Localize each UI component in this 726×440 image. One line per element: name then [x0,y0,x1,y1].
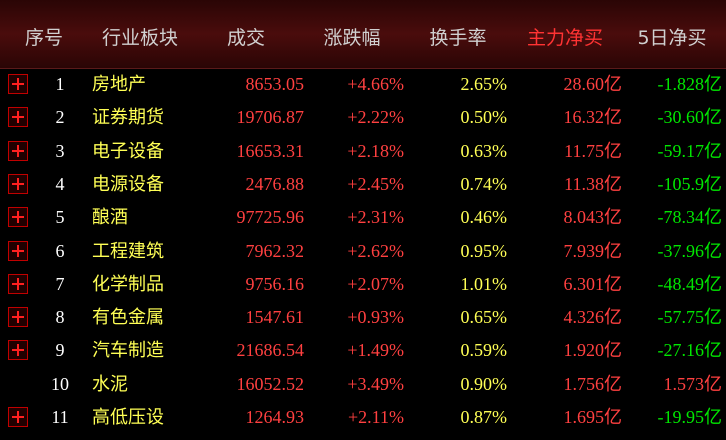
five-day-net-buy: -48.49亿 [657,273,723,294]
turnover: 2.65% [460,74,508,94]
expand-button[interactable] [8,207,28,228]
main-net-buy: 16.32亿 [563,107,623,128]
five-day-net-buy: -59.17亿 [657,140,723,161]
change: +2.22% [347,107,404,128]
change: +2.31% [347,207,404,228]
volume: 8653.05 [245,74,305,94]
volume: 21686.54 [236,340,305,361]
change: +2.45% [347,173,404,194]
volume: 16052.52 [236,373,305,394]
five-day-net-buy: -78.34亿 [657,207,723,228]
table-header [0,0,726,69]
sector: 房地产 [92,74,146,94]
sector: 工程建筑 [92,240,164,261]
change: +2.18% [347,140,404,161]
expand-button[interactable] [8,240,28,261]
change: +2.62% [347,240,404,261]
index: 9 [55,340,65,361]
five-day-net-buy: -30.60亿 [657,107,723,128]
header-sector: 行业板块 [101,27,178,49]
main-net-buy: 1.756亿 [563,373,623,394]
turnover: 0.59% [460,340,508,361]
five-day-net-buy: 1.573亿 [663,373,723,394]
main-net-buy: 4.326亿 [563,307,623,328]
index: 2 [55,107,65,128]
index: 4 [55,173,65,194]
five-day-net-buy: -37.96亿 [657,240,723,261]
turnover: 0.95% [460,240,508,261]
five-day-net-buy: -105.9亿 [657,173,723,194]
index: 6 [55,240,65,261]
volume: 9756.16 [245,273,305,294]
main-net-buy: 28.60亿 [563,74,623,94]
expand-button[interactable] [8,407,28,427]
main-net-buy: 8.043亿 [563,207,623,228]
expand-button[interactable] [8,273,28,294]
header-turnover: 换手率 [429,27,487,49]
change: +3.49% [347,373,404,394]
sector: 水泥 [92,373,128,394]
change: +1.49% [347,340,404,361]
turnover: 0.65% [460,307,508,328]
volume: 19706.87 [236,107,305,128]
sector: 化学制品 [92,273,164,294]
volume: 1547.61 [245,307,305,328]
index: 7 [55,273,65,294]
turnover: 0.50% [460,107,508,128]
index: 8 [55,307,65,328]
volume: 7962.32 [245,240,305,261]
index: 3 [55,140,65,161]
sector: 高低压设 [92,407,164,427]
expand-button[interactable] [8,140,28,161]
change: +2.07% [347,273,404,294]
main-net-buy: 11.38亿 [564,173,622,194]
five-day-net-buy: -19.95亿 [657,407,723,427]
main-net-buy: 6.301亿 [563,273,623,294]
sector: 电源设备 [92,173,164,194]
header-main-net-buy: 主力净买 [526,27,603,49]
turnover: 0.46% [460,207,508,228]
index: 5 [55,207,65,228]
expand-button[interactable] [8,340,28,361]
main-net-buy: 7.939亿 [563,240,623,261]
index: 11 [51,407,69,427]
change: +4.66% [347,74,404,94]
expand-button[interactable] [8,107,28,128]
sector: 汽车制造 [92,340,164,361]
turnover: 1.01% [460,273,508,294]
turnover: 0.63% [460,140,508,161]
five-day-net-buy: -27.16亿 [657,340,723,361]
sector: 电子设备 [92,140,164,161]
main-net-buy: 1.920亿 [563,340,623,361]
sector: 酿酒 [92,207,128,228]
main-net-buy: 11.75亿 [564,140,622,161]
index: 10 [51,373,69,394]
change: +0.93% [347,307,404,328]
header-index: 序号 [24,27,63,49]
turnover: 0.74% [460,173,508,194]
volume: 1264.93 [245,407,305,427]
header-change: 涨跌幅 [323,27,381,49]
volume: 16653.31 [236,140,305,161]
header-five-day-net-buy: 5日净买 [637,27,707,49]
main-net-buy: 1.695亿 [563,407,623,427]
volume: 97725.96 [236,207,305,228]
five-day-net-buy: -1.828亿 [657,74,723,94]
expand-button[interactable] [8,307,28,328]
expand-button[interactable] [8,74,28,94]
five-day-net-buy: -57.75亿 [657,307,723,328]
index: 1 [55,74,65,94]
turnover: 0.87% [460,407,508,427]
sector: 有色金属 [92,307,164,328]
volume: 2476.88 [245,173,305,194]
expand-button[interactable] [8,173,28,194]
sector: 证券期货 [92,107,164,128]
turnover: 0.90% [460,373,508,394]
change: +2.11% [348,407,404,427]
header-volume: 成交 [226,27,265,49]
